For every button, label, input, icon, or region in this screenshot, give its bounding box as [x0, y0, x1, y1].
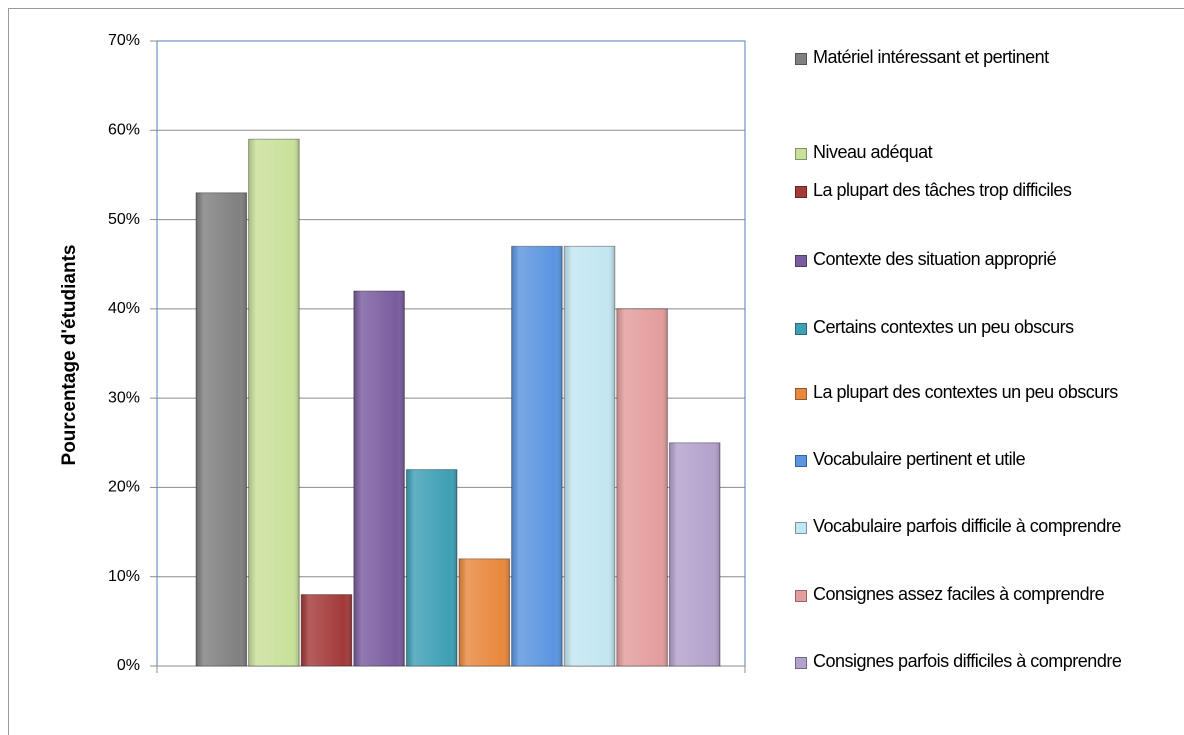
legend-label: Vocabulaire parfois difficile à comprend…	[813, 516, 1121, 536]
y-tick-label: 60%	[108, 122, 140, 139]
chart-frame	[8, 8, 1184, 735]
legend-item: Certains contextes un peu obscurs	[795, 316, 1074, 339]
legend-item: Consignes assez faciles à comprendre	[795, 583, 1125, 606]
legend-label: Matériel intéressant et pertinent	[813, 47, 1049, 67]
y-tick-label: 70%	[108, 32, 140, 49]
legend-item: Vocabulaire pertinent et utile	[795, 448, 1026, 471]
bar-shine	[406, 469, 457, 666]
bar-shine	[616, 308, 668, 666]
legend-item: Vocabulaire parfois difficile à comprend…	[795, 515, 1125, 538]
legend-swatch	[795, 323, 807, 335]
legend-label: Niveau adéquat	[813, 142, 933, 162]
legend-label: Consignes parfois difficiles à comprendr…	[813, 651, 1122, 671]
bar-shine	[301, 594, 352, 666]
legend-label: La plupart des contextes un peu obscurs	[813, 382, 1118, 402]
legend-item: Matériel intéressant et pertinent	[795, 46, 1049, 69]
legend-swatch	[795, 186, 807, 198]
legend-item: La plupart des contextes un peu obscurs	[795, 381, 1125, 404]
legend-swatch	[795, 53, 807, 65]
legend-item: La plupart des tâches trop difficiles	[795, 179, 1125, 202]
legend-item: Contexte des situation approprié	[795, 248, 1057, 271]
y-tick-label: 20%	[108, 479, 140, 496]
bar-shine	[353, 291, 405, 666]
legend-label: Consignes assez faciles à comprendre	[813, 584, 1105, 604]
legend-item: Consignes parfois difficiles à comprendr…	[795, 650, 1125, 673]
legend-swatch	[795, 388, 807, 400]
y-tick-label: 10%	[108, 568, 140, 585]
legend-swatch	[795, 255, 807, 267]
bar-shine	[248, 139, 300, 666]
y-tick-label: 50%	[108, 211, 140, 228]
bar-shine	[669, 442, 720, 666]
legend-swatch	[795, 590, 807, 602]
legend-label: Contexte des situation approprié	[813, 249, 1057, 269]
y-axis-label: Pourcentage d'étudiants	[59, 245, 80, 466]
legend-label: Certains contextes un peu obscurs	[813, 317, 1074, 337]
legend-item: Niveau adéquat	[795, 141, 1125, 164]
bar-shine	[564, 246, 615, 666]
bar-shine	[196, 192, 247, 667]
y-tick-label: 0%	[117, 657, 140, 674]
legend-label: La plupart des tâches trop difficiles	[813, 180, 1072, 200]
bar-shine	[459, 558, 510, 666]
y-tick-label: 40%	[108, 300, 140, 317]
legend-swatch	[795, 455, 807, 467]
legend-label: Vocabulaire pertinent et utile	[813, 449, 1026, 469]
legend-swatch	[795, 148, 807, 160]
bar-shine	[511, 246, 563, 666]
legend-swatch	[795, 657, 807, 669]
legend-swatch	[795, 522, 807, 534]
y-tick-label: 30%	[108, 389, 140, 406]
